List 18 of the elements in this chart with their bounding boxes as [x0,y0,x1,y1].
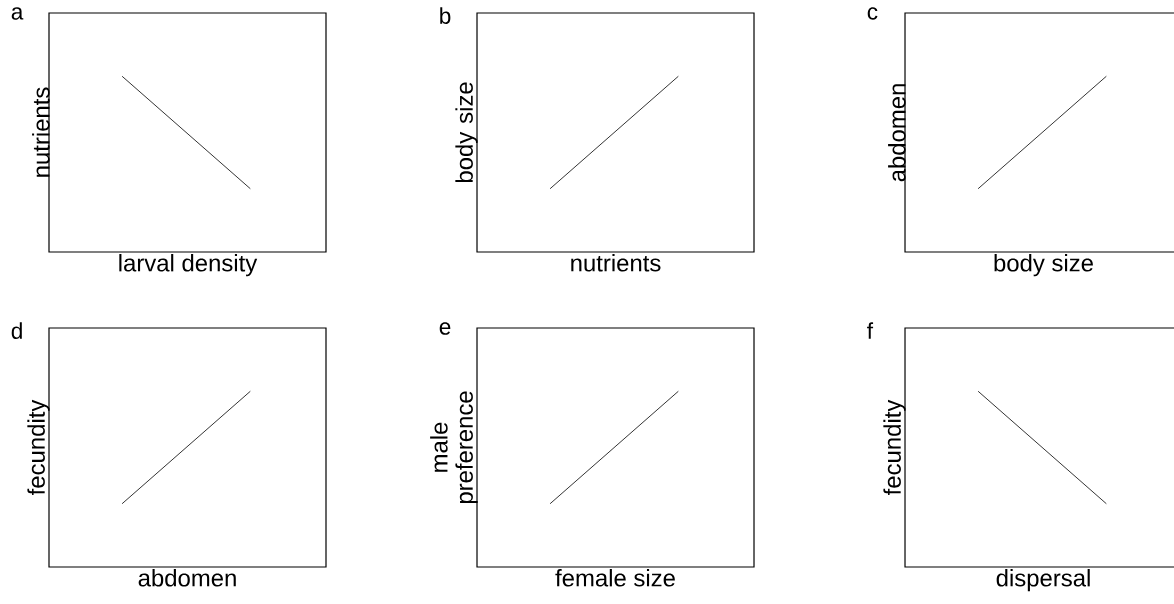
y-axis-title: abdomen [888,84,906,182]
x-axis-title: abdomen [138,569,236,587]
x-axis-title: body size [994,254,1093,277]
y-axis-title: nutrients [32,87,50,177]
x-axis-title: larval density [119,254,258,277]
chart-title: d [11,322,22,339]
chart-title: a [11,7,24,20]
chart-title: f [867,322,874,339]
chart-title: e [439,322,451,335]
y-axis-title: body size [455,82,478,183]
x-axis-title: nutrients [571,254,661,272]
x-axis-title: female size [555,569,675,587]
y-axis-title: male preference [430,391,478,504]
chart-title: c [867,7,878,20]
chart-title: b [440,7,451,24]
y-axis-title: fecundity [883,399,906,496]
y-axis-title: fecundity [27,399,50,496]
x-axis-title: dispersal [996,569,1090,592]
